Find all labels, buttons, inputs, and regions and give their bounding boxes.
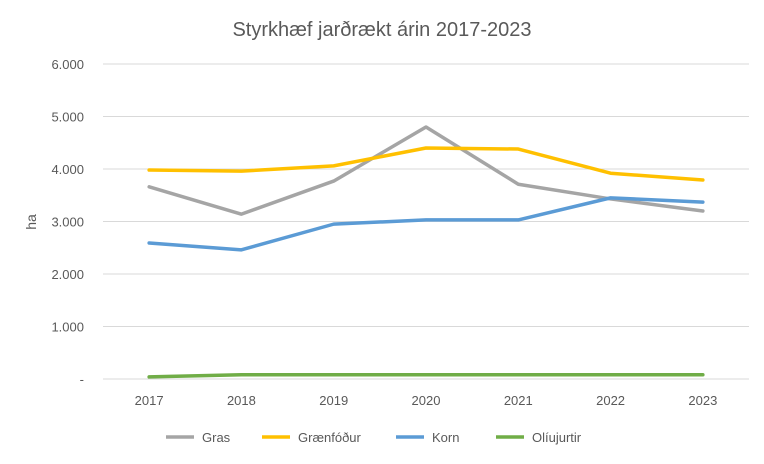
y-tick-label: - [80,372,84,387]
x-tick-label: 2021 [504,393,533,408]
x-tick-label: 2020 [412,393,441,408]
y-tick-label: 4.000 [51,162,84,177]
series-line-grænfóður [147,146,705,182]
chart-title: Styrkhæf jarðrækt árin 2017-2023 [232,19,531,41]
y-tick-label: 6.000 [51,57,84,72]
series-line-korn [147,196,705,252]
x-tick-label: 2023 [688,393,717,408]
y-tick-label: 2.000 [51,267,84,282]
legend-label: Korn [432,430,459,445]
legend-label: Gras [202,430,231,445]
legend-label: Grænfóður [298,430,362,445]
y-tick-label: 1.000 [51,320,84,335]
x-tick-label: 2022 [596,393,625,408]
legend-label: Olíujurtir [532,430,582,445]
x-tick-label: 2018 [227,393,256,408]
y-tick-label: 3.000 [51,215,84,230]
series-line-olíujurtir [147,373,705,379]
y-axis-label: ha [23,214,39,230]
x-tick-label: 2019 [319,393,348,408]
y-tick-label: 5.000 [51,110,84,125]
x-tick-label: 2017 [135,393,164,408]
